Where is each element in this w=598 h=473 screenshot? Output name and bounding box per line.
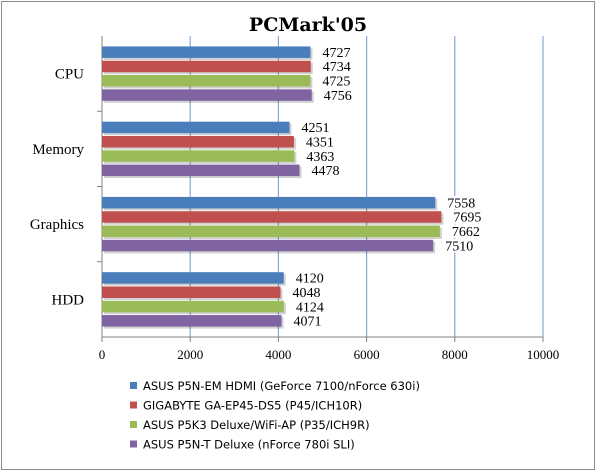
data-label-hdd-series-2: 4048 [293,286,321,301]
data-label-bg [287,271,330,285]
legend-swatch-1 [130,382,137,389]
legend-label-2: GIGABYTE GA-EP45-DS5 (P45/ICH10R) [143,399,362,413]
chart-title: PCMark'05 [249,14,367,36]
bar-memory-series-1 [102,121,290,134]
data-label-bg [297,134,340,149]
bar-hdd-series-1 [102,272,284,284]
bar-graphics-series-3 [102,225,440,238]
data-label-hdd-series-4: 4071 [294,315,322,330]
bar-hdd-series-3 [102,300,284,313]
bar-memory-series-2 [102,135,294,148]
data-label-memory-series-2: 4351 [306,135,334,150]
bar-memory-series-4 [102,164,300,177]
bar-cpu-series-3 [102,75,311,87]
data-label-bg [315,88,358,102]
x-tick-label-2: 4000 [265,347,291,362]
data-label-memory-series-4: 4478 [311,164,339,179]
data-label-cpu-series-3: 4725 [322,75,350,90]
data-label-cpu-series-2: 4734 [323,60,351,75]
category-label-memory: Memory [32,142,84,158]
legend-label-1: ASUS P5N-EM HDMI (GeForce 7100/nForce 63… [143,379,420,393]
bar-graphics-series-1 [102,196,436,209]
x-tick-label-5: 10000 [527,347,560,362]
data-label-graphics-series-3: 7662 [452,225,480,240]
data-label-bg [284,285,327,299]
data-label-bg [314,74,357,88]
category-label-hdd: HDD [52,292,85,308]
data-label-bg [314,59,357,74]
legend-label-4: ASUS P5N-T Deluxe (nForce 780i SLI) [143,438,355,452]
category-label-cpu: CPU [55,67,84,83]
data-label-bg [443,224,486,239]
data-label-graphics-series-2: 7695 [453,211,481,226]
bar-cpu-series-2 [102,60,311,73]
x-tick-label-3: 6000 [354,347,380,362]
data-label-memory-series-3: 4363 [306,150,334,165]
x-tick-label-0: 0 [99,347,106,362]
data-label-bg [437,238,480,253]
data-label-bg [287,299,330,314]
data-label-bg [445,210,488,224]
bar-hdd-series-2 [102,286,281,298]
data-label-memory-series-1: 4251 [301,121,329,136]
legend-swatch-4 [130,440,137,448]
category-label-graphics: Graphics [30,217,84,233]
legend-label-3: ASUS P5K3 Deluxe/WiFi-AP (P35/ICH9R) [143,418,370,432]
data-label-cpu-series-1: 4727 [322,46,350,61]
legend-swatch-3 [130,421,137,428]
x-tick-label-1: 2000 [177,347,203,362]
legend-swatch-2 [130,401,137,409]
x-tick-label-4: 8000 [442,347,468,362]
data-label-graphics-series-4: 7510 [445,239,473,254]
data-label-hdd-series-1: 4120 [296,272,324,287]
data-label-bg [314,45,357,59]
legend: ASUS P5N-EM HDMI (GeForce 7100/nForce 63… [130,379,420,452]
data-label-hdd-series-3: 4124 [296,300,324,315]
data-label-bg [293,120,336,135]
bar-graphics-series-2 [102,211,442,223]
bar-cpu-series-4 [102,89,312,101]
bar-graphics-series-4 [102,239,434,252]
data-label-bg [303,163,346,178]
data-label-cpu-series-4: 4756 [324,89,352,104]
plot-area: 0 2000 4000 6000 8000 10000 CPU 472747344725475… [30,36,559,362]
bar-cpu-series-1 [102,46,311,58]
data-label-bg [285,314,328,328]
data-label-bg [298,149,341,163]
bar-memory-series-3 [102,150,295,162]
data-label-bg [439,195,482,210]
data-label-graphics-series-1: 7558 [447,196,475,211]
bar-hdd-series-4 [102,315,282,327]
